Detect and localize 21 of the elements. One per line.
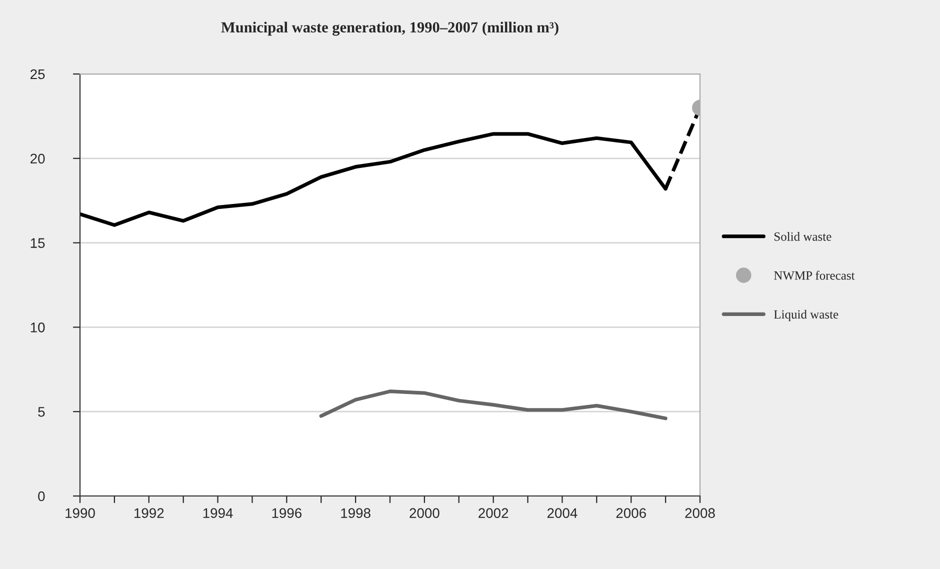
legend-label: Liquid waste [774,310,838,322]
x-tick-label: 1998 [341,508,370,518]
x-tick-label: 2008 [685,508,715,518]
y-tick-label: 5 [38,407,45,417]
line-series [319,390,668,420]
x-tick-label: 2002 [478,508,508,518]
x-tick-label: 1996 [272,508,302,518]
y-tick-label: 10 [30,322,45,332]
x-tick-label: 2004 [547,508,578,518]
x-tick-label: 1992 [134,508,164,518]
x-tick-label: 2006 [616,508,646,518]
x-tick-label: 1994 [203,508,233,518]
y-tick-label: 0 [38,491,45,502]
legend-label: Solid waste [774,232,832,241]
x-tick-label: 2000 [410,508,440,518]
y-tick-label: 15 [30,238,45,248]
chart-title: Municipal waste generation, 1990–2007 (million m³) [221,22,558,36]
y-tick-label: 25 [30,69,45,80]
legend-label: NWMP forecast [774,270,855,280]
x-tick-label: 1990 [66,508,95,518]
y-tick-label: 20 [30,154,45,164]
